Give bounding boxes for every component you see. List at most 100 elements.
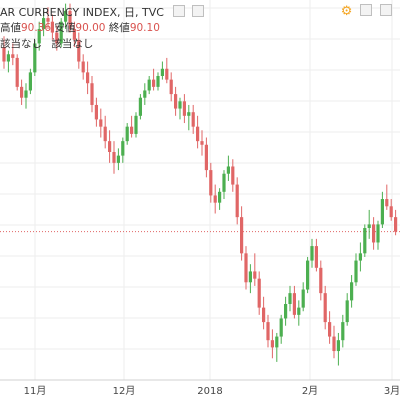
candle bbox=[130, 115, 134, 138]
gear-icon[interactable]: ⚙ bbox=[340, 4, 353, 19]
candle-body bbox=[11, 54, 15, 58]
candle-body bbox=[319, 267, 323, 294]
candle bbox=[213, 184, 217, 214]
candle bbox=[152, 68, 156, 91]
candle bbox=[380, 191, 384, 228]
candle bbox=[266, 314, 270, 348]
candle-body bbox=[306, 260, 310, 290]
candle-body bbox=[240, 217, 244, 254]
candle-body bbox=[297, 307, 301, 315]
candle-body bbox=[59, 21, 63, 44]
candle-body bbox=[341, 322, 345, 341]
candle-body bbox=[77, 39, 81, 62]
x-tick-label: 2018 bbox=[197, 386, 222, 397]
candle bbox=[332, 325, 336, 359]
candle-body bbox=[354, 260, 358, 283]
candle bbox=[68, 3, 72, 33]
candle bbox=[279, 314, 283, 344]
candle-body bbox=[253, 271, 257, 279]
candle bbox=[15, 54, 19, 91]
candle-body bbox=[222, 173, 226, 192]
candle-body bbox=[204, 144, 208, 171]
candle bbox=[169, 72, 173, 102]
candle bbox=[160, 61, 164, 80]
candle-body bbox=[33, 43, 37, 73]
candle-body bbox=[20, 86, 24, 98]
candle-body bbox=[90, 83, 94, 105]
candle-body bbox=[191, 112, 195, 127]
candle bbox=[394, 209, 398, 236]
candle bbox=[363, 224, 367, 257]
candle bbox=[81, 54, 85, 80]
candle bbox=[341, 314, 345, 348]
time-axis: 11月 12月 2018 2月 3月 bbox=[24, 385, 400, 397]
candle-body bbox=[367, 224, 371, 228]
candle bbox=[187, 104, 191, 131]
ohlc-row: 高値90.36 安値90.00 終値90.10 bbox=[0, 20, 160, 35]
candle bbox=[358, 242, 362, 272]
candle bbox=[200, 130, 204, 156]
candle bbox=[156, 72, 160, 91]
candle bbox=[248, 264, 252, 294]
candle bbox=[204, 137, 208, 178]
square-button-icon[interactable] bbox=[173, 5, 186, 17]
candle bbox=[385, 184, 389, 210]
square-button-icon[interactable] bbox=[380, 4, 392, 16]
candle-body bbox=[156, 76, 160, 87]
candle-body bbox=[46, 18, 50, 22]
candle-body bbox=[42, 18, 46, 29]
candle bbox=[284, 296, 288, 326]
candle-body bbox=[279, 318, 283, 337]
candle bbox=[165, 57, 169, 84]
candle bbox=[209, 162, 213, 203]
candle-body bbox=[226, 166, 230, 174]
candle-body bbox=[363, 228, 367, 254]
study-value-2: 該当なし bbox=[51, 38, 94, 50]
candle-body bbox=[385, 199, 389, 207]
candle-body bbox=[68, 10, 72, 29]
candle-body bbox=[160, 68, 164, 76]
candle bbox=[94, 97, 98, 127]
candle bbox=[288, 285, 292, 312]
chart-header: AR CURRENCY INDEX, 日, TVC bbox=[0, 4, 204, 20]
symbol-title: AR CURRENCY INDEX, 日, TVC bbox=[0, 6, 164, 19]
candle-body bbox=[389, 206, 393, 218]
candle-body bbox=[143, 90, 147, 98]
square-button-icon[interactable] bbox=[191, 5, 204, 17]
candle bbox=[86, 61, 90, 95]
candle bbox=[125, 123, 129, 145]
candle bbox=[50, 14, 54, 40]
candle-body bbox=[28, 72, 32, 91]
candle-body bbox=[372, 224, 376, 243]
candle bbox=[306, 256, 310, 294]
candle-body bbox=[182, 101, 186, 116]
candle bbox=[121, 137, 125, 163]
candle-body bbox=[266, 322, 270, 341]
high-value: 90.36 bbox=[21, 22, 52, 34]
candle bbox=[37, 21, 41, 51]
candle-body bbox=[350, 282, 354, 301]
candle-body bbox=[116, 155, 120, 163]
candle-body bbox=[169, 79, 173, 95]
high-label: 高値 bbox=[0, 22, 21, 34]
candle bbox=[108, 130, 112, 163]
candle bbox=[262, 296, 266, 330]
candle-body bbox=[292, 293, 296, 315]
candle bbox=[28, 68, 32, 95]
candle bbox=[222, 170, 226, 200]
candle-body bbox=[336, 340, 340, 352]
candle bbox=[253, 253, 257, 286]
candle bbox=[336, 332, 340, 366]
candle bbox=[90, 76, 94, 113]
square-button-icon[interactable] bbox=[360, 4, 373, 16]
candle-body bbox=[103, 126, 107, 142]
candle-body bbox=[345, 300, 349, 323]
candle-body bbox=[209, 170, 213, 196]
studies-row: 該当なし 該当なし bbox=[0, 36, 99, 51]
candle-body bbox=[270, 340, 274, 348]
close-value: 90.10 bbox=[129, 22, 160, 34]
candle-body bbox=[81, 61, 85, 73]
candle bbox=[297, 300, 301, 326]
candle-body bbox=[187, 112, 191, 116]
